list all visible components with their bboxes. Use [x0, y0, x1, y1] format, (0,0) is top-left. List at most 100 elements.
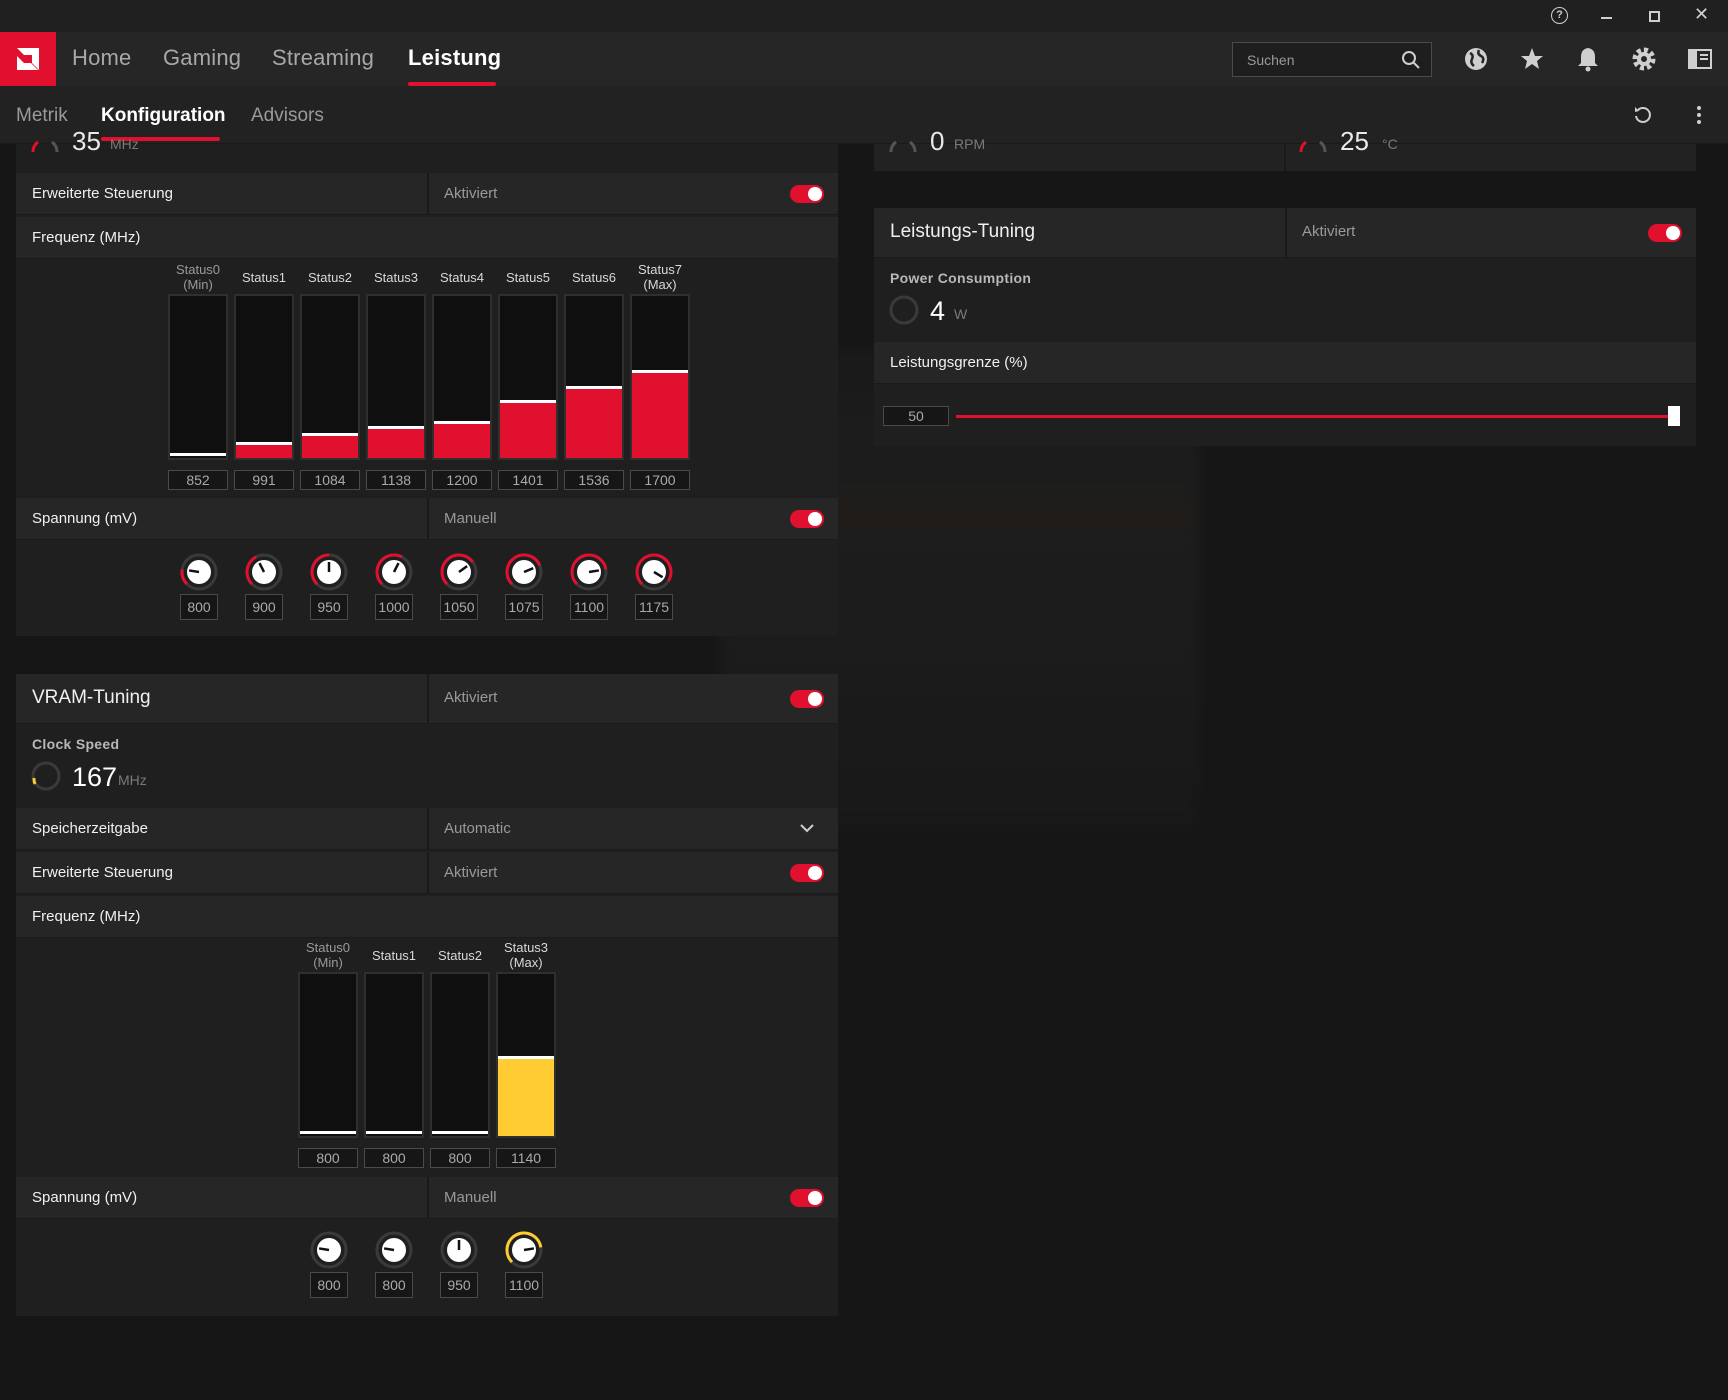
close-icon[interactable]: ✕	[1694, 4, 1710, 24]
gpu-frequency-slider[interactable]	[366, 294, 426, 460]
gpu-frequency-slider[interactable]	[234, 294, 294, 460]
search-icon[interactable]	[1401, 50, 1421, 70]
gpu-frequency-input[interactable]: 852	[168, 470, 228, 490]
sub-tab-konfiguration[interactable]: Konfiguration	[101, 105, 226, 126]
power-limit-input[interactable]: 50	[883, 406, 949, 426]
power-limit-slider-track[interactable]	[956, 415, 1672, 418]
bell-icon[interactable]	[1574, 45, 1602, 73]
vram-frequency-handle[interactable]	[432, 1131, 488, 1134]
gpu-frequency-input[interactable]: 1200	[432, 470, 492, 490]
gpu-voltage-input[interactable]: 1000	[375, 594, 413, 620]
gpu-frequency-input[interactable]: 1138	[366, 470, 426, 490]
help-icon[interactable]: ?	[1551, 7, 1568, 24]
vram-tuning-toggle[interactable]	[790, 690, 824, 708]
gpu-frequency-slider[interactable]	[564, 294, 624, 460]
maximize-icon[interactable]	[1649, 11, 1660, 22]
gpu-voltage-input[interactable]: 1075	[505, 594, 543, 620]
vram-state-label: Status3 (Max)	[503, 940, 549, 970]
gpu-voltage-knob[interactable]	[179, 552, 219, 592]
reset-icon[interactable]	[1632, 104, 1654, 126]
gpu-frequency-input[interactable]: 1536	[564, 470, 624, 490]
gpu-tuning-panel: 35 MHz Erweiterte Steuerung Aktiviert Fr…	[16, 126, 838, 636]
vram-voltage-input[interactable]: 950	[440, 1272, 478, 1298]
vram-frequency-handle[interactable]	[300, 1131, 356, 1134]
gpu-advanced-control-toggle[interactable]	[790, 185, 824, 203]
gpu-frequency-handle[interactable]	[170, 453, 226, 456]
gpu-voltage-mode: Manuell	[444, 510, 497, 527]
gpu-frequency-handle[interactable]	[368, 426, 424, 429]
gpu-voltage-knob[interactable]	[504, 552, 544, 592]
sub-tab-advisors[interactable]: Advisors	[251, 105, 324, 126]
temperature-value: 25	[1340, 126, 1369, 156]
vram-voltage-input[interactable]: 800	[375, 1272, 413, 1298]
gpu-frequency-slider[interactable]	[168, 294, 228, 460]
gpu-voltage-input[interactable]: 1100	[570, 594, 608, 620]
vram-frequency-input[interactable]: 800	[430, 1148, 490, 1168]
gpu-frequency-slider[interactable]	[498, 294, 558, 460]
gpu-voltage-knob[interactable]	[374, 552, 414, 592]
nav-tab-streaming[interactable]: Streaming	[272, 45, 375, 70]
vram-frequency-handle[interactable]	[498, 1056, 554, 1059]
gpu-voltage-input[interactable]: 1175	[635, 594, 673, 620]
gear-icon[interactable]	[1630, 45, 1658, 73]
gpu-frequency-handle[interactable]	[434, 421, 490, 424]
gpu-frequency-input[interactable]: 991	[234, 470, 294, 490]
search-box[interactable]	[1232, 42, 1432, 77]
vram-voltage-input[interactable]: 800	[310, 1272, 348, 1298]
gpu-voltage-knob[interactable]	[439, 552, 479, 592]
vram-frequency-slider[interactable]	[298, 972, 358, 1138]
minimize-icon[interactable]	[1601, 17, 1612, 19]
gpu-voltage-input[interactable]: 1050	[440, 594, 478, 620]
vram-frequency-handle[interactable]	[366, 1131, 422, 1134]
gpu-frequency-input[interactable]: 1700	[630, 470, 690, 490]
gpu-frequency-slider[interactable]	[300, 294, 360, 460]
vram-state-label: Status1	[371, 948, 417, 963]
star-icon[interactable]	[1518, 45, 1546, 73]
sidebar-toggle-icon[interactable]	[1686, 45, 1714, 73]
power-limit-slider-thumb[interactable]	[1668, 406, 1680, 426]
gpu-voltage-knob[interactable]	[634, 552, 674, 592]
vram-voltage-knob[interactable]	[439, 1230, 479, 1270]
vram-voltage-input[interactable]: 1100	[505, 1272, 543, 1298]
nav-tab-gaming[interactable]: Gaming	[163, 45, 242, 70]
gpu-voltage-input[interactable]: 800	[180, 594, 218, 620]
vram-frequency-slider[interactable]	[496, 972, 556, 1138]
amd-logo[interactable]	[0, 32, 56, 86]
gpu-voltage-knob[interactable]	[309, 552, 349, 592]
nav-tab-home[interactable]: Home	[72, 45, 132, 70]
gpu-frequency-handle[interactable]	[302, 433, 358, 436]
gpu-frequency-slider[interactable]	[630, 294, 690, 460]
sub-tab-metrik[interactable]: Metrik	[16, 105, 68, 126]
vram-frequency-input[interactable]: 1140	[496, 1148, 556, 1168]
gpu-voltage-input[interactable]: 950	[310, 594, 348, 620]
vram-frequency-slider[interactable]	[364, 972, 424, 1138]
search-input[interactable]	[1233, 43, 1393, 76]
globe-icon[interactable]	[1462, 45, 1490, 73]
gpu-frequency-input[interactable]: 1401	[498, 470, 558, 490]
vram-voltage-knob[interactable]	[374, 1230, 414, 1270]
vram-frequency-slider[interactable]	[430, 972, 490, 1138]
gpu-frequency-handle[interactable]	[236, 442, 292, 445]
vram-advanced-control-toggle[interactable]	[790, 864, 824, 882]
memory-timing-dropdown[interactable]: Automatic	[444, 820, 511, 837]
gpu-voltage-knob[interactable]	[244, 552, 284, 592]
vram-frequency-input[interactable]: 800	[364, 1148, 424, 1168]
gpu-frequency-input[interactable]: 1084	[300, 470, 360, 490]
memory-timing-row: Speicherzeitgabe Automatic	[16, 808, 838, 850]
gpu-frequency-handle[interactable]	[500, 400, 556, 403]
more-options-icon[interactable]	[1695, 104, 1703, 126]
gpu-frequency-handle[interactable]	[632, 370, 688, 373]
vram-voltage-knob[interactable]	[504, 1230, 544, 1270]
power-tuning-toggle[interactable]	[1648, 224, 1682, 242]
gpu-voltage-input[interactable]: 900	[245, 594, 283, 620]
gpu-frequency-slider[interactable]	[432, 294, 492, 460]
vram-voltage-knob[interactable]	[309, 1230, 349, 1270]
gpu-frequency-handle[interactable]	[566, 386, 622, 389]
gpu-voltage-knob[interactable]	[569, 552, 609, 592]
vram-frequency-input[interactable]: 800	[298, 1148, 358, 1168]
chevron-down-icon[interactable]	[800, 823, 814, 833]
vram-voltage-toggle[interactable]	[790, 1189, 824, 1207]
nav-tab-leistung[interactable]: Leistung	[408, 45, 502, 70]
gpu-voltage-toggle[interactable]	[790, 510, 824, 528]
power-consumption-unit: W	[954, 306, 968, 322]
